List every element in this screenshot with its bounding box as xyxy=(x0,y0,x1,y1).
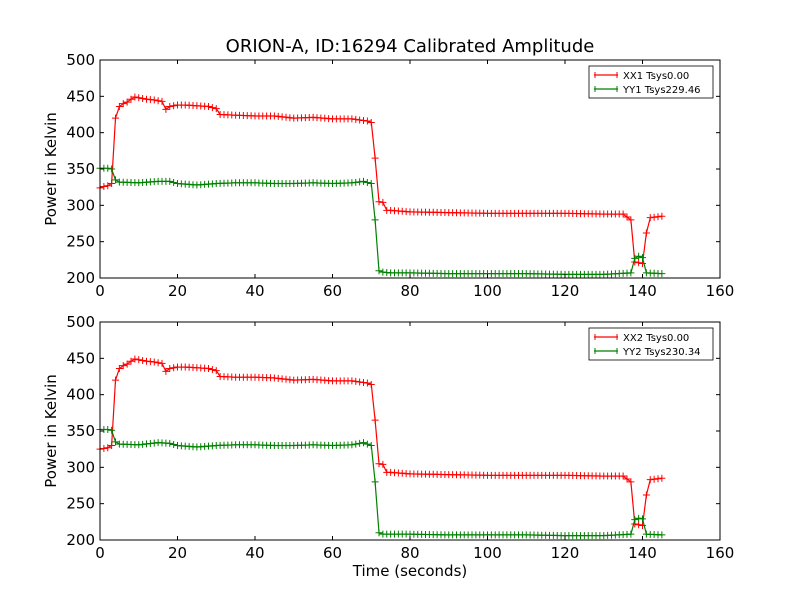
x-tick-label: 140 xyxy=(628,282,657,300)
top-subplot: 0 20 40 60 80 100 120 140 160 200 250 300 350 400 450 5… xyxy=(42,51,734,300)
y-tick-label: 450 xyxy=(66,87,95,105)
legend-marker xyxy=(594,72,618,78)
series-1 xyxy=(96,355,666,529)
data-point-markers xyxy=(96,426,666,540)
y-axis-label: Power in Kelvin xyxy=(42,112,60,226)
x-tick-label: 40 xyxy=(245,544,264,562)
legend-box xyxy=(588,327,714,361)
x-tick-label: 160 xyxy=(706,544,735,562)
series-1 xyxy=(96,93,666,267)
bottom-subplot: 0 20 40 60 80 100 120 140 160 200 250 300 350 400 450 5… xyxy=(42,313,734,580)
legend-label: XX1 Tsys0.00 xyxy=(623,71,689,82)
x-tick-label: 60 xyxy=(323,282,342,300)
y-tick-label: 250 xyxy=(66,495,95,513)
x-tick-label: 20 xyxy=(168,544,187,562)
legend: XX2 Tsys0.00 YY2 Tsys230.34 xyxy=(588,327,714,361)
series-2 xyxy=(96,164,666,278)
y-tick-label: 400 xyxy=(66,386,95,404)
x-tick-label: 160 xyxy=(706,282,735,300)
x-tick-label: 80 xyxy=(400,282,419,300)
legend-box xyxy=(588,65,714,99)
x-axis-label: Time (seconds) xyxy=(352,562,468,580)
y-tick-label: 200 xyxy=(66,269,95,287)
x-tick-label: 40 xyxy=(245,282,264,300)
data-point-markers xyxy=(96,164,666,278)
x-tick-label: 0 xyxy=(95,282,105,300)
y-tick-label: 350 xyxy=(66,422,95,440)
y-tick-label: 300 xyxy=(66,458,95,476)
x-tick-label: 120 xyxy=(551,282,580,300)
series-line xyxy=(99,358,662,527)
legend-marker xyxy=(594,348,618,354)
y-tick-label: 350 xyxy=(66,160,95,178)
y-tick-label: 400 xyxy=(66,124,95,142)
series-2 xyxy=(96,426,666,540)
legend-label: XX2 Tsys0.00 xyxy=(623,333,689,344)
y-tick-label: 200 xyxy=(66,531,95,549)
data-point-markers xyxy=(96,355,666,529)
legend-label: YY2 Tsys230.34 xyxy=(622,347,701,358)
figure-title: ORION-A, ID:16294 Calibrated Amplitude xyxy=(226,36,595,57)
legend-item: YY1 Tsys229.46 xyxy=(594,85,701,96)
x-tick-label: 0 xyxy=(95,544,105,562)
y-tick-label: 500 xyxy=(66,51,95,69)
data-point-markers xyxy=(96,93,666,267)
y-axis-label: Power in Kelvin xyxy=(42,374,60,488)
x-tick-label: 20 xyxy=(168,282,187,300)
x-tick-label: 120 xyxy=(551,544,580,562)
legend-marker xyxy=(594,334,618,340)
legend-label: YY1 Tsys229.46 xyxy=(622,85,701,96)
x-tick-label: 100 xyxy=(473,544,502,562)
y-tick-label: 300 xyxy=(66,196,95,214)
x-tick-label: 140 xyxy=(628,544,657,562)
y-tick-label: 250 xyxy=(66,233,95,251)
legend-item: XX1 Tsys0.00 xyxy=(594,71,689,82)
x-tick-label: 60 xyxy=(323,544,342,562)
y-tick-label: 450 xyxy=(66,349,95,367)
legend: XX1 Tsys0.00 YY1 Tsys229.46 xyxy=(588,65,714,99)
series-line xyxy=(99,96,662,265)
x-tick-label: 80 xyxy=(400,544,419,562)
legend-marker xyxy=(594,86,618,92)
legend-item: YY2 Tsys230.34 xyxy=(594,347,701,358)
x-tick-label: 100 xyxy=(473,282,502,300)
y-tick-label: 500 xyxy=(66,313,95,331)
legend-item: XX2 Tsys0.00 xyxy=(594,333,689,344)
